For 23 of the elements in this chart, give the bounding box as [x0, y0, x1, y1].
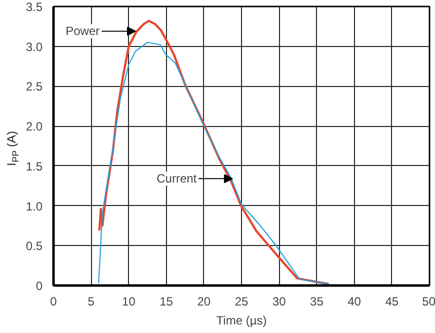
- y-tick-label: 3.5: [26, 0, 43, 14]
- y-tick-label: 3.0: [26, 40, 43, 54]
- annotation: Current: [156, 172, 198, 186]
- x-tick-label: 15: [160, 294, 174, 308]
- x-tick-label: 0: [50, 294, 58, 308]
- x-tick-label: 5: [88, 294, 95, 308]
- x-axis-title: Time (µs): [216, 314, 267, 328]
- y-tick-label: 2.5: [26, 80, 43, 94]
- annotation: Power: [66, 24, 100, 38]
- x-tick-label: 35: [310, 294, 324, 308]
- y-tick-label: 1.5: [26, 159, 43, 174]
- y-tick-label: 0.5: [26, 239, 43, 254]
- y-tick-label: 0: [36, 279, 43, 293]
- y-axis-title: IPP (A): [4, 130, 20, 166]
- x-tick-label: 45: [385, 294, 399, 308]
- x-tick-label: 20: [197, 294, 211, 308]
- x-tick-label: 30: [272, 294, 286, 308]
- x-tick-label: 40: [348, 294, 362, 308]
- x-tick-label: 50: [422, 294, 435, 308]
- x-tick-label: 25: [234, 294, 248, 308]
- y-tick-label: 1.0: [26, 199, 43, 214]
- y-tick-label: 2.0: [26, 120, 43, 134]
- x-tick-label: 10: [122, 294, 136, 308]
